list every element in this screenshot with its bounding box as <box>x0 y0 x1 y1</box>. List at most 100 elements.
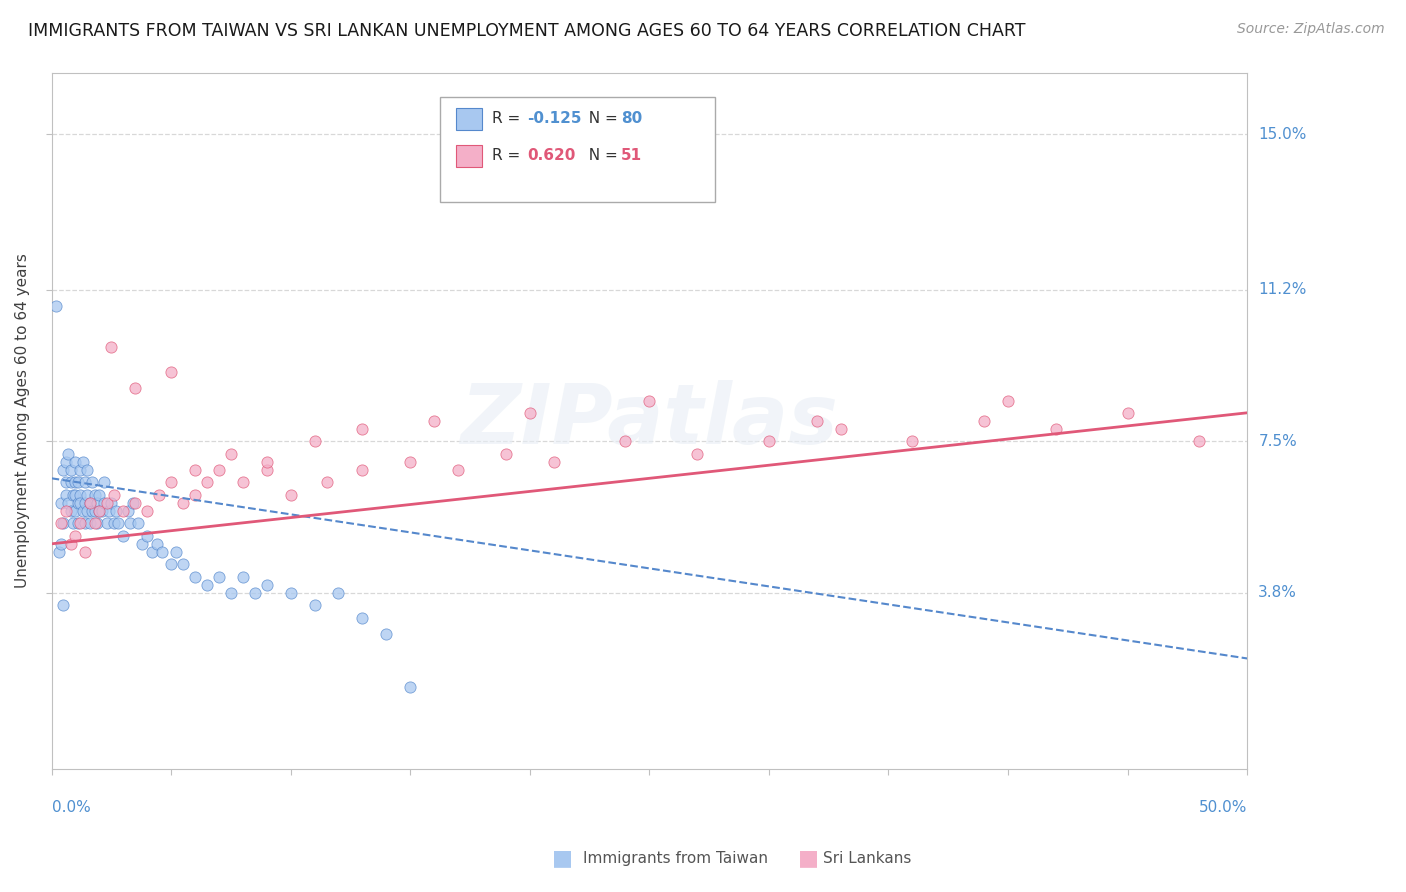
Point <box>66 496 89 510</box>
Point <box>89 504 111 518</box>
Text: Sri Lankans: Sri Lankans <box>823 851 911 865</box>
Point <box>1045 422 1067 436</box>
Point <box>901 434 924 449</box>
Point <box>423 414 446 428</box>
Point <box>208 569 231 583</box>
Point <box>89 488 111 502</box>
Point <box>93 496 115 510</box>
Point <box>120 516 142 531</box>
Point <box>65 528 87 542</box>
Point <box>997 393 1019 408</box>
FancyBboxPatch shape <box>440 97 716 202</box>
Point <box>65 455 87 469</box>
Point <box>352 422 374 436</box>
Point <box>82 504 104 518</box>
Text: 15.0%: 15.0% <box>1258 127 1306 142</box>
Point <box>96 496 118 510</box>
Point <box>758 434 780 449</box>
Point <box>52 463 75 477</box>
Point <box>124 496 146 510</box>
Text: N =: N = <box>579 111 623 126</box>
Point <box>256 463 278 477</box>
Point <box>55 475 77 490</box>
Point <box>256 455 278 469</box>
Point <box>243 586 266 600</box>
Point <box>195 578 218 592</box>
Text: -0.125: -0.125 <box>527 111 582 126</box>
Point <box>66 516 89 531</box>
Point <box>69 516 91 531</box>
Point <box>399 455 422 469</box>
Point <box>48 545 70 559</box>
Point <box>65 488 87 502</box>
Point <box>519 406 541 420</box>
Point <box>79 516 101 531</box>
Point <box>105 504 128 518</box>
Point <box>232 475 254 490</box>
Bar <box>456 108 482 130</box>
Point <box>184 488 207 502</box>
Point <box>49 537 72 551</box>
Point <box>375 627 398 641</box>
Point <box>52 599 75 613</box>
Point <box>73 496 96 510</box>
Text: 80: 80 <box>620 111 643 126</box>
Text: R =: R = <box>492 147 524 162</box>
Point <box>112 504 135 518</box>
Text: N =: N = <box>579 147 623 162</box>
Point <box>495 447 517 461</box>
Text: Source: ZipAtlas.com: Source: ZipAtlas.com <box>1237 22 1385 37</box>
Point <box>76 504 98 518</box>
Point <box>58 496 80 510</box>
Point <box>58 447 80 461</box>
Point <box>256 578 278 592</box>
Point <box>73 516 96 531</box>
Point <box>184 569 207 583</box>
Point <box>1188 434 1211 449</box>
Point <box>83 504 105 518</box>
Point <box>86 496 108 510</box>
Point <box>315 475 337 490</box>
Text: 3.8%: 3.8% <box>1258 585 1298 600</box>
Point <box>100 340 122 354</box>
Point <box>76 463 98 477</box>
Point <box>160 475 183 490</box>
Point <box>83 516 105 531</box>
Point <box>97 504 120 518</box>
Text: 0.0%: 0.0% <box>52 799 90 814</box>
Text: ■: ■ <box>799 848 818 868</box>
Point <box>124 381 146 395</box>
Point <box>69 488 91 502</box>
Point <box>219 586 242 600</box>
Point <box>59 475 82 490</box>
Point <box>112 528 135 542</box>
Point <box>49 516 72 531</box>
Point <box>399 680 422 694</box>
Text: Immigrants from Taiwan: Immigrants from Taiwan <box>583 851 769 865</box>
Point <box>69 463 91 477</box>
Point <box>62 516 84 531</box>
Point <box>328 586 350 600</box>
Bar <box>456 145 482 167</box>
Point <box>195 475 218 490</box>
Point <box>352 463 374 477</box>
Point <box>131 537 153 551</box>
Point <box>686 447 709 461</box>
Point <box>219 447 242 461</box>
Point <box>59 463 82 477</box>
Point <box>89 504 111 518</box>
Point <box>160 365 183 379</box>
Text: 50.0%: 50.0% <box>1199 799 1247 814</box>
Point <box>76 488 98 502</box>
Point <box>145 537 167 551</box>
Point <box>172 496 194 510</box>
Point <box>127 516 149 531</box>
Point <box>100 496 122 510</box>
Text: 51: 51 <box>620 147 641 162</box>
Point <box>49 496 72 510</box>
Point <box>280 488 302 502</box>
Point <box>79 496 101 510</box>
Point <box>136 528 159 542</box>
Point <box>83 488 105 502</box>
Point <box>117 504 139 518</box>
